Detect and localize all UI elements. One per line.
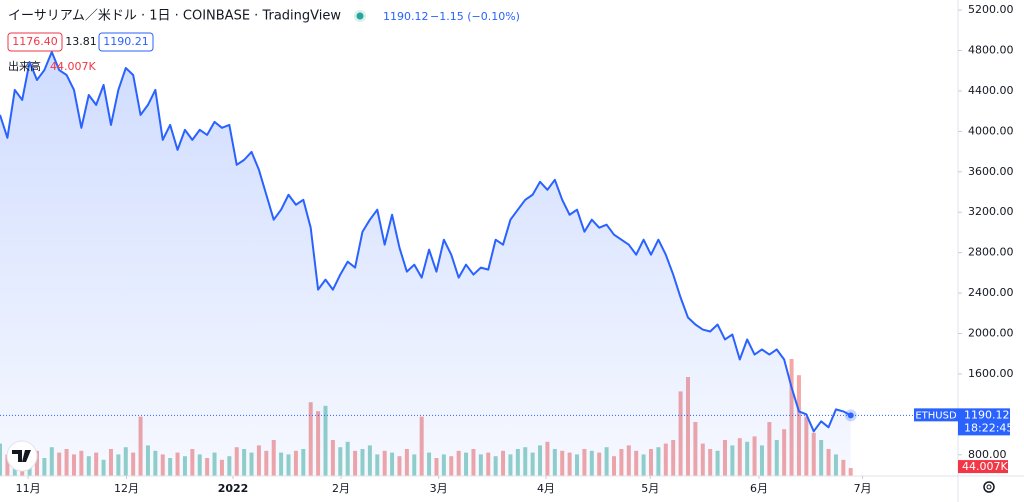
y-tick-label: 800.00 xyxy=(968,448,1007,461)
range-label: 13.81 xyxy=(65,35,97,48)
close-label: 1190.21 xyxy=(103,35,149,48)
plot-area xyxy=(0,51,958,477)
x-tick-label: 7月 xyxy=(854,482,872,495)
open-label: 1176.40 xyxy=(12,35,58,48)
symbol-label: ETHUSD xyxy=(915,410,957,421)
chart-title: イーサリアム／米ドル · 1日 · COINBASE · TradingView xyxy=(8,9,341,24)
y-tick-label: 4400.00 xyxy=(968,84,1014,97)
volume-label: 44.007K xyxy=(962,460,1008,473)
y-tick-label: 1600.00 xyxy=(968,367,1014,380)
x-tick-label: 11月 xyxy=(16,482,41,495)
y-tick-label: 2000.00 xyxy=(968,327,1014,340)
x-tick-label: 2022 xyxy=(218,482,249,495)
countdown-label: 18:22:45 xyxy=(964,421,1013,434)
x-tick-label: 5月 xyxy=(641,482,659,495)
y-tick-label: 4800.00 xyxy=(968,44,1014,57)
price-label: 1190.12 xyxy=(964,408,1010,421)
y-tick-label: 2400.00 xyxy=(968,286,1014,299)
volume-value: 44.007K xyxy=(50,60,96,73)
settings-icon[interactable] xyxy=(983,481,995,493)
y-tick-label: 2800.00 xyxy=(968,246,1014,259)
close-box xyxy=(98,32,154,52)
volume-bar xyxy=(848,468,853,476)
x-tick-label: 6月 xyxy=(750,482,768,495)
volume-name: 出来高 xyxy=(8,59,41,73)
last-point xyxy=(847,412,854,419)
volume-box xyxy=(958,460,1008,474)
price-box xyxy=(958,408,1010,436)
header-price: 1190.12 xyxy=(383,10,429,23)
status-dot xyxy=(356,12,364,20)
y-tick-label: 3600.00 xyxy=(968,165,1014,178)
header-change: −1.15 (−0.10%) xyxy=(430,10,520,23)
x-tick-label: 4月 xyxy=(537,482,555,495)
y-tick-label: 3200.00 xyxy=(968,205,1014,218)
x-tick-label: 2月 xyxy=(332,482,350,495)
y-tick-label: 4000.00 xyxy=(968,124,1014,137)
y-tick-label: 5200.00 xyxy=(968,3,1014,16)
open-box xyxy=(7,32,63,52)
symbol-box xyxy=(914,408,958,422)
tradingview-logo xyxy=(6,440,38,472)
x-tick-label: 3月 xyxy=(430,482,448,495)
price-line xyxy=(0,51,852,433)
x-tick-label: 12月 xyxy=(114,482,139,495)
